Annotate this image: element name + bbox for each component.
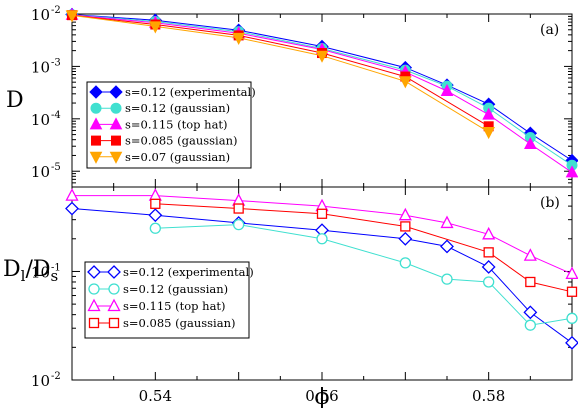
panel-a-legend-entry: s=0.12 (gaussian) [125,101,230,115]
panel-b-series-2-point [523,248,537,261]
panel-b-series-0-point [523,305,538,320]
panel-b-series-0-point [481,260,496,274]
panel-b-series-1-point [233,218,245,231]
panel-b-series-line-1 [155,224,573,326]
panel-a-legend-marker [111,135,121,146]
panel-a-y-axis-label: D [6,88,24,113]
panel-b-y-tick-label: 10 [31,372,50,390]
panel-b-legend-marker [108,283,120,295]
panel-a-series-4-point [399,76,412,89]
panel-b-series-1-point [524,319,536,331]
panel-b-series-2-point [65,188,79,201]
panel-a-legend-entry: s=0.115 (top hat) [125,117,228,131]
panel-a-series-4-point [65,10,79,23]
panel-a-series-line-3 [71,14,489,127]
panel-b-series-2-point [482,226,496,240]
panel-a-legend-entry: s=0.12 (experimental) [125,85,256,99]
panel-b-series-1-point [149,222,161,234]
panel-b-series-1-point [399,257,411,269]
panel-a-series-2-point [482,107,495,120]
panel-b-legend-marker [107,298,121,312]
x-axis-label: ϕ [315,385,330,408]
panel-b-y-axis-label: Dl/Ds [3,257,58,285]
panel-b-legend-entry: s=0.12 (experimental) [123,265,254,279]
panel-a-y-tick-label: 10 [31,163,50,181]
panel-b-series-0-point [440,239,454,254]
panel-b-series-3-point [525,276,536,288]
panel-b-label: (b) [540,195,560,211]
panel-b-series-1-point [483,276,495,288]
panel-b-series-1-point [441,273,453,285]
panel-b-legend-marker [88,317,100,329]
panel-b-series-3-point [400,221,411,232]
panel-a-legend-marker [109,117,123,130]
panel-b-y-tick-label: 10 [31,263,50,281]
panel-a-series-4-point [149,21,162,34]
panel-a-series-2-point [440,83,454,96]
panel-a-series-line-4 [71,14,489,133]
panel-b-x-tick-label: 0.54 [139,387,172,405]
panel-b-legend-entry: s=0.115 (top hat) [123,299,226,313]
panel-b-legend-marker [87,298,101,312]
panel-b-series-0-point [398,231,413,246]
panel-a-legend-marker [90,102,102,114]
panel-b-series-2-point [148,188,162,201]
panel-a-series-2-point [524,136,537,150]
panel-a-legend-entry: s=0.085 (gaussian) [125,134,237,148]
panel-b-series-2-point [440,215,454,229]
panel-b-series-3-point [233,203,244,214]
panel-a-plot-area [65,7,578,178]
panel-b-legend-marker [107,265,121,279]
panel-b-legend-marker [88,283,100,295]
panel-a-y-tick-exponent: -5 [51,162,61,173]
panel-b-plot-area [65,188,578,350]
panel-b-series-3-point [150,198,161,209]
panel-a-legend-marker [109,85,123,99]
panel-b-legend-marker [108,317,120,329]
panel-a-legend-entry: s=0.07 (gaussian) [125,150,230,164]
panel-a-legend-marker [89,117,103,130]
panel-a-series-4-point [482,127,495,140]
panel-b-legend-entry: s=0.12 (gaussian) [123,282,228,296]
panel-a-legend-marker [110,102,122,114]
panel-a-legend-marker [91,135,101,146]
panel-b-y-tick-exponent: -1 [51,262,61,273]
panel-a-y-tick-label: 10 [31,111,50,129]
panel-b-legend-entry: s=0.085 (gaussian) [123,316,235,330]
panel-b-series-0-point [65,201,79,216]
panel-a-series-4-point [232,32,245,45]
panel-b-series-3-point [566,286,578,297]
panel-b-x-tick-label: 0.56 [305,387,338,405]
panel-b-series-1-point [566,312,578,324]
panel-b-series-3-point [483,247,494,258]
panel-a-legend-marker [89,151,103,164]
panel-b-x-tick-label: 0.58 [472,387,505,405]
panel-b-series-3-point [316,208,328,219]
panel-a-diffusion: 10-510-410-310 -2(a)D s=0.12 (experimental… [6,5,578,188]
panel-a-legend-marker [109,151,123,164]
panel-b-series-1-point [316,233,328,245]
panel-a-series-4-point [315,50,329,63]
panel-a-y-tick-label: 10 [31,6,50,24]
panel-a-y-tick-exponent: -2 [51,5,61,16]
panel-b-series-0-point [565,335,578,350]
panel-a-legend-marker [89,85,103,99]
panel-b-legend-marker [87,265,101,279]
panel-a-y-tick-exponent: -4 [51,110,61,121]
panel-b-series-2-point [398,207,412,221]
panel-a-series-2-point [565,165,578,178]
panel-b-series-2-point [565,266,578,280]
panel-b-series-0-point [148,208,163,223]
panel-a-y-tick-label: 10 [31,58,50,76]
panel-b-y-tick-exponent: -2 [51,371,61,382]
panel-a-label: (a) [540,22,559,38]
panel-a-y-tick-exponent: -3 [51,57,61,68]
